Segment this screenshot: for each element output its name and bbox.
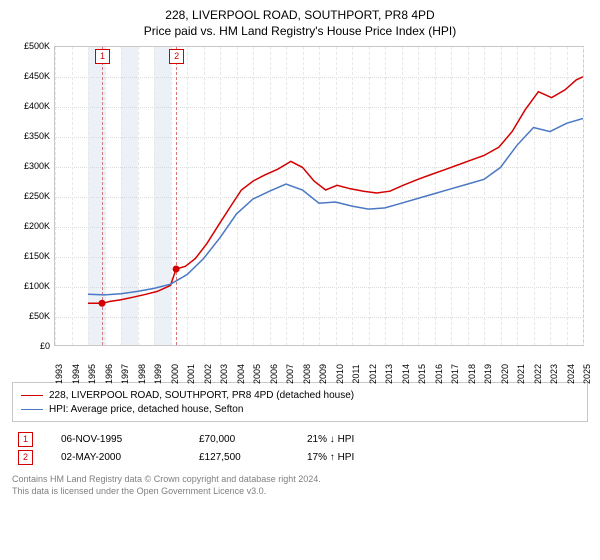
annotation-date: 06-NOV-1995 bbox=[61, 434, 171, 445]
x-tick-label: 1993 bbox=[54, 364, 64, 384]
annotation-price: £127,500 bbox=[199, 452, 279, 463]
y-tick-label: £250K bbox=[12, 191, 50, 201]
annotation-date: 02-MAY-2000 bbox=[61, 452, 171, 463]
x-tick-label: 2021 bbox=[516, 364, 526, 384]
x-tick-label: 2007 bbox=[285, 364, 295, 384]
y-tick-label: £150K bbox=[12, 251, 50, 261]
x-tick-label: 2005 bbox=[252, 364, 262, 384]
x-tick-label: 2016 bbox=[434, 364, 444, 384]
x-tick-label: 2025 bbox=[582, 364, 592, 384]
chart-container: 228, LIVERPOOL ROAD, SOUTHPORT, PR8 4PD … bbox=[0, 0, 600, 560]
annotation-dot bbox=[99, 300, 106, 307]
x-tick-label: 2001 bbox=[186, 364, 196, 384]
x-tick-label: 2003 bbox=[219, 364, 229, 384]
footer-attribution: Contains HM Land Registry data © Crown c… bbox=[12, 474, 588, 497]
x-tick-label: 2000 bbox=[170, 364, 180, 384]
legend-row: 228, LIVERPOOL ROAD, SOUTHPORT, PR8 4PD … bbox=[21, 388, 579, 402]
annotation-index: 1 bbox=[18, 432, 33, 447]
x-tick-label: 2008 bbox=[302, 364, 312, 384]
titles: 228, LIVERPOOL ROAD, SOUTHPORT, PR8 4PD … bbox=[12, 8, 588, 38]
x-tick-label: 2011 bbox=[351, 364, 361, 383]
x-tick-label: 1995 bbox=[87, 364, 97, 384]
y-tick-label: £0 bbox=[12, 341, 50, 351]
annotation-marker-box: 1 bbox=[95, 49, 110, 64]
y-tick-label: £500K bbox=[12, 41, 50, 51]
annotation-index: 2 bbox=[18, 450, 33, 465]
series-line-property bbox=[88, 77, 583, 303]
x-tick-label: 2013 bbox=[384, 364, 394, 384]
annotation-price: £70,000 bbox=[199, 434, 279, 445]
legend-label: 228, LIVERPOOL ROAD, SOUTHPORT, PR8 4PD … bbox=[49, 390, 354, 401]
legend-label: HPI: Average price, detached house, Seft… bbox=[49, 404, 243, 415]
series-line-hpi bbox=[88, 119, 583, 295]
x-axis: 1993199419951996199719981999200020012002… bbox=[54, 348, 584, 376]
x-tick-label: 2002 bbox=[203, 364, 213, 384]
x-tick-label: 2006 bbox=[269, 364, 279, 384]
y-axis: £0£50K£100K£150K£200K£250K£300K£350K£400… bbox=[12, 46, 52, 346]
x-tick-label: 1999 bbox=[153, 364, 163, 384]
y-tick-label: £200K bbox=[12, 221, 50, 231]
y-tick-label: £400K bbox=[12, 101, 50, 111]
x-tick-label: 2009 bbox=[318, 364, 328, 384]
x-tick-label: 2014 bbox=[401, 364, 411, 384]
footer-line: This data is licensed under the Open Gov… bbox=[12, 486, 588, 498]
x-tick-label: 2004 bbox=[236, 364, 246, 384]
annotation-delta: 17% ↑ HPI bbox=[307, 452, 354, 463]
y-tick-label: £300K bbox=[12, 161, 50, 171]
plot-region: 12 bbox=[54, 46, 584, 346]
x-tick-label: 2018 bbox=[467, 364, 477, 384]
x-tick-label: 2017 bbox=[450, 364, 460, 384]
y-tick-label: £50K bbox=[12, 311, 50, 321]
y-tick-label: £100K bbox=[12, 281, 50, 291]
x-tick-label: 2020 bbox=[500, 364, 510, 384]
annotation-delta: 21% ↓ HPI bbox=[307, 434, 354, 445]
gridline-v bbox=[583, 47, 584, 345]
legend-swatch bbox=[21, 395, 43, 396]
title-main: 228, LIVERPOOL ROAD, SOUTHPORT, PR8 4PD bbox=[12, 8, 588, 22]
x-tick-label: 1994 bbox=[71, 364, 81, 384]
legend: 228, LIVERPOOL ROAD, SOUTHPORT, PR8 4PD … bbox=[12, 382, 588, 422]
annotation-dot bbox=[173, 266, 180, 273]
x-tick-label: 1996 bbox=[104, 364, 114, 384]
x-tick-label: 2024 bbox=[566, 364, 576, 384]
y-tick-label: £450K bbox=[12, 71, 50, 81]
x-tick-label: 2023 bbox=[549, 364, 559, 384]
x-tick-label: 1997 bbox=[120, 364, 130, 384]
legend-row: HPI: Average price, detached house, Seft… bbox=[21, 402, 579, 416]
legend-swatch bbox=[21, 409, 43, 410]
series-svg bbox=[55, 47, 583, 345]
footer-line: Contains HM Land Registry data © Crown c… bbox=[12, 474, 588, 486]
x-tick-label: 1998 bbox=[137, 364, 147, 384]
annotation-table: 1 06-NOV-1995 £70,000 21% ↓ HPI 2 02-MAY-2000… bbox=[12, 430, 588, 466]
x-tick-label: 2012 bbox=[368, 364, 378, 384]
y-tick-label: £350K bbox=[12, 131, 50, 141]
title-sub: Price paid vs. HM Land Registry's House … bbox=[12, 24, 588, 38]
annotation-row: 2 02-MAY-2000 £127,500 17% ↑ HPI bbox=[12, 448, 588, 466]
chart-area: £0 £50K £100K £150K £200K £250K £300K £350K £400… bbox=[12, 46, 588, 376]
annotation-row: 1 06-NOV-1995 £70,000 21% ↓ HPI bbox=[12, 430, 588, 448]
annotation-marker-box: 2 bbox=[169, 49, 184, 64]
x-tick-label: 2010 bbox=[335, 364, 345, 384]
x-tick-label: 2019 bbox=[483, 364, 493, 384]
x-tick-label: 2015 bbox=[417, 364, 427, 384]
x-tick-label: 2022 bbox=[533, 364, 543, 384]
